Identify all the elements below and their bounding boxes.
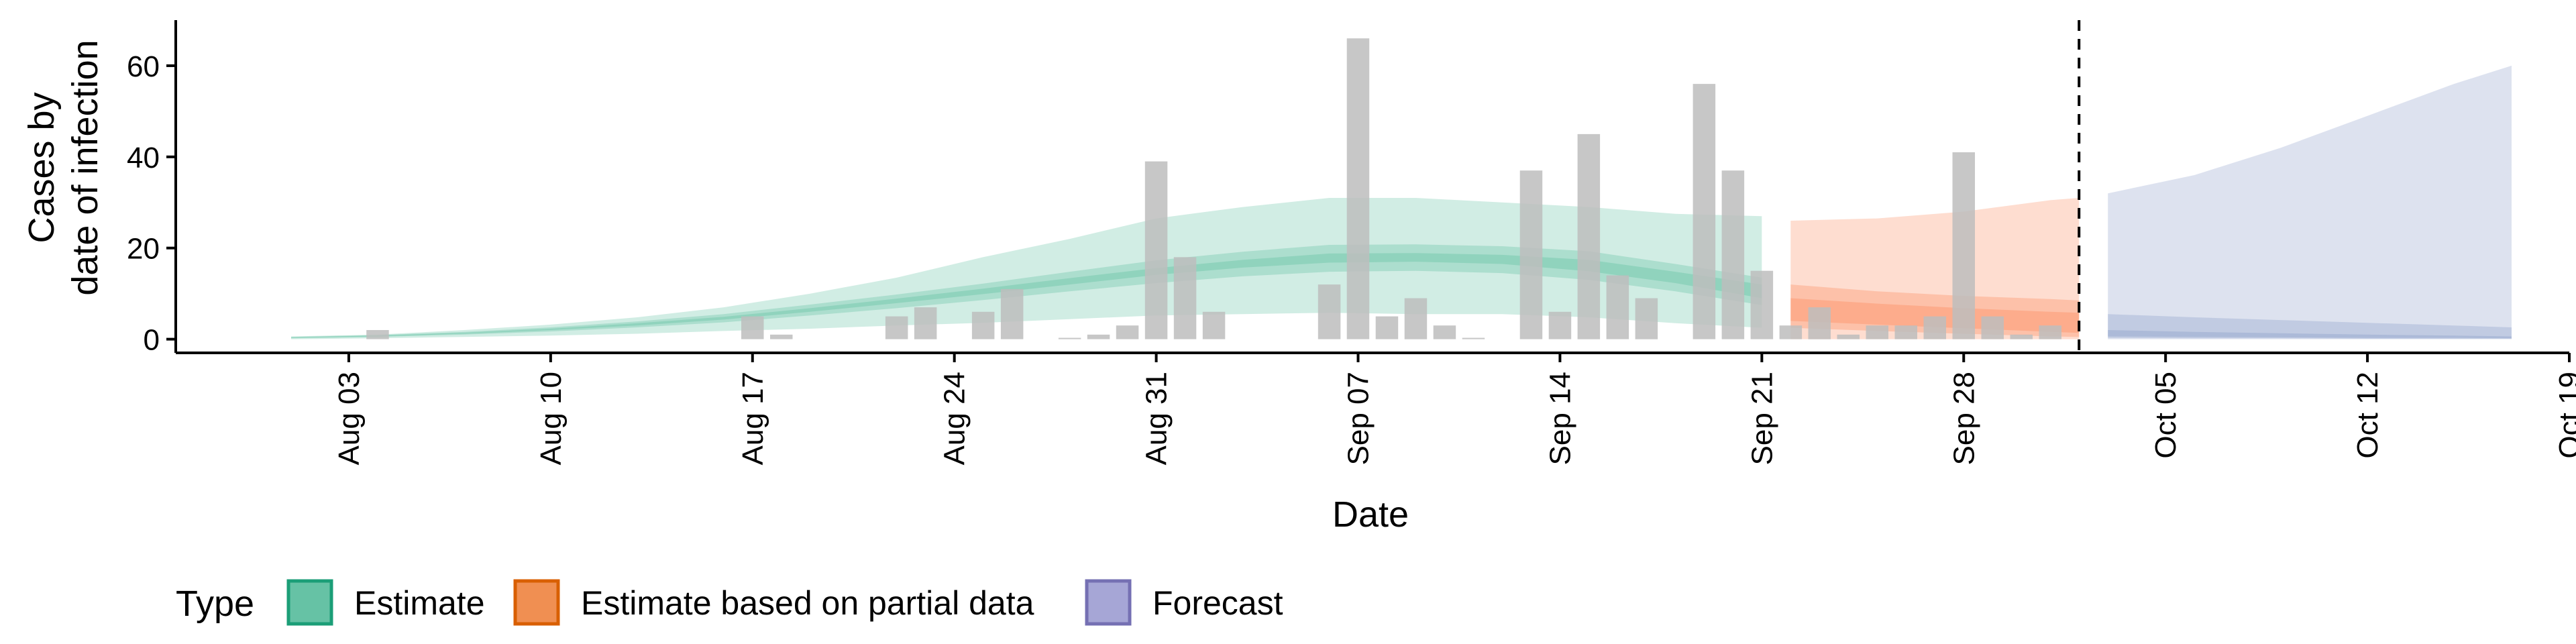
bar-2020-08-28 <box>1058 337 1081 339</box>
legend-key-0 <box>286 579 333 626</box>
bar-2020-09-21 <box>1750 270 1774 339</box>
x-tick-label-aug-10: Aug 10 <box>535 372 568 465</box>
bar-2020-09-26 <box>1894 325 1917 339</box>
band-series-2-layer-1 <box>2108 314 2512 339</box>
x-tick-label-aug-03: Aug 03 <box>333 372 366 465</box>
band-series-2-layer-2 <box>2108 330 2512 339</box>
band-series-1-layer-0 <box>1790 198 2080 339</box>
bar-2020-09-27 <box>1923 316 1946 339</box>
bar-2020-08-31 <box>1144 161 1168 339</box>
bar-2020-09-15 <box>1577 133 1601 339</box>
bar-2020-08-29 <box>1087 334 1110 339</box>
band-series-1-layer-2 <box>1790 298 2080 333</box>
bar-2020-09-16 <box>1606 275 1629 339</box>
bar-2020-09-23 <box>1808 307 1831 339</box>
legend-key-2 <box>1085 579 1132 626</box>
bar-2020-09-09 <box>1404 298 1428 339</box>
bar-2020-08-04 <box>366 330 389 339</box>
legend-label-2: Forecast <box>1152 584 1283 622</box>
bar-2020-09-20 <box>1721 170 1745 339</box>
x-tick-label-aug-31: Aug 31 <box>1140 372 1173 465</box>
bar-2020-09-17 <box>1635 298 1658 339</box>
bar-2020-09-01 <box>1173 257 1197 339</box>
band-series-2-layer-0 <box>2108 65 2512 339</box>
y-axis-title-line-2: date of infection <box>65 40 105 295</box>
x-tick-label-oct-19: Oct 19 <box>2553 372 2576 459</box>
legend-key-1 <box>513 579 560 626</box>
bar-2020-08-17 <box>741 316 764 339</box>
legend-label-0: Estimate <box>354 584 485 622</box>
x-tick-label-aug-17: Aug 17 <box>737 372 769 465</box>
x-tick-label-sep-07: Sep 07 <box>1342 372 1375 465</box>
x-axis-ticks: Aug 03 Aug 10 Aug 17 Aug 24 Aug 31 Sep 07 Sep … <box>333 353 2576 465</box>
y-tick-label-20: 20 <box>127 233 160 266</box>
legend-label-1: Estimate based on partial data <box>581 584 1034 622</box>
legend: Type Estimate Estimate based on partial d… <box>176 579 1283 626</box>
bar-2020-09-11 <box>1462 337 1485 339</box>
y-tick-label-40: 40 <box>127 142 160 174</box>
bar-2020-09-07 <box>1346 38 1370 339</box>
x-axis-title: Date <box>1332 494 1409 535</box>
legend-title: Type <box>176 584 254 624</box>
bar-2020-08-30 <box>1116 325 1139 339</box>
bar-2020-08-26 <box>1000 288 1024 339</box>
x-tick-label-oct-05: Oct 05 <box>2149 372 2182 459</box>
bar-2020-09-28 <box>1952 152 1975 339</box>
bar-2020-09-22 <box>1779 325 1803 339</box>
y-axis-ticks: 0 20 40 60 <box>127 50 176 357</box>
bar-2020-08-23 <box>914 307 937 339</box>
y-tick-label-0: 0 <box>144 324 160 357</box>
bar-2020-08-18 <box>770 334 793 339</box>
y-tick-label-60: 60 <box>127 50 160 83</box>
x-tick-label-sep-28: Sep 28 <box>1947 372 1980 465</box>
bar-2020-09-02 <box>1202 311 1226 339</box>
bar-2020-09-30 <box>2010 334 2033 339</box>
bar-2020-10-01 <box>2039 325 2061 339</box>
reported-cases-bars <box>366 38 2061 339</box>
band-series-0-layer-0 <box>291 198 1762 339</box>
y-axis-title-line-1: Cases by <box>21 92 62 243</box>
band-series-0-layer-1 <box>291 244 1762 339</box>
x-tick-label-sep-21: Sep 21 <box>1746 372 1778 465</box>
bar-2020-09-19 <box>1693 84 1716 339</box>
x-tick-label-aug-24: Aug 24 <box>938 372 971 465</box>
band-series-1-layer-1 <box>1790 284 2080 337</box>
bar-2020-09-29 <box>1981 316 2004 339</box>
bar-2020-09-13 <box>1519 170 1543 339</box>
bar-2020-09-25 <box>1866 325 1888 339</box>
bar-2020-09-24 <box>1837 334 1860 339</box>
bar-2020-08-22 <box>885 316 908 339</box>
bar-2020-08-25 <box>971 311 995 339</box>
bar-2020-09-14 <box>1548 311 1572 339</box>
bar-2020-09-06 <box>1318 284 1341 339</box>
bar-2020-09-10 <box>1433 325 1456 339</box>
x-tick-label-sep-14: Sep 14 <box>1544 372 1576 465</box>
x-tick-label-oct-12: Oct 12 <box>2351 372 2384 459</box>
axes <box>174 20 2569 354</box>
uncertainty-bands <box>291 65 2512 339</box>
bar-2020-09-08 <box>1375 316 1399 339</box>
